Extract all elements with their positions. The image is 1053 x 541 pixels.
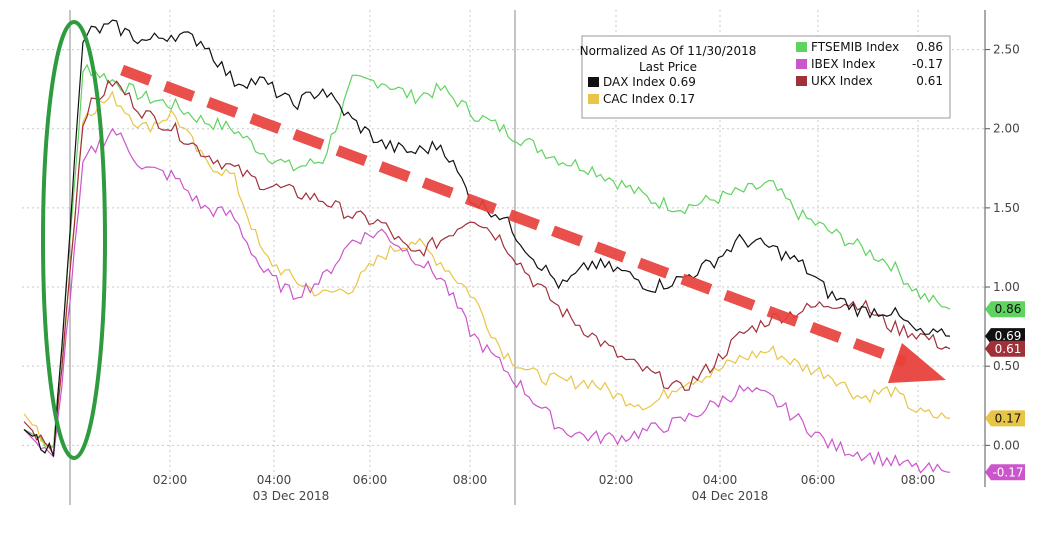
y-tick-label: 2.50 xyxy=(993,43,1020,57)
last-value-badge-ibex: -0.17 xyxy=(985,464,1025,481)
legend-title: Normalized As Of 11/30/2018 xyxy=(580,44,757,58)
last-value-badge-dax: 0.69 xyxy=(985,328,1025,345)
legend-swatch xyxy=(588,77,599,87)
svg-text:0.61: 0.61 xyxy=(995,342,1022,356)
gridlines xyxy=(22,10,985,505)
legend-value: -0.17 xyxy=(912,57,943,71)
legend-swatch xyxy=(796,76,807,86)
series-line-cac xyxy=(23,90,951,449)
svg-text:0.86: 0.86 xyxy=(995,302,1022,316)
y-tick-label: 0.00 xyxy=(993,438,1020,452)
x-date-label: 03 Dec 2018 xyxy=(253,489,330,503)
highlight-ellipse xyxy=(41,20,107,460)
legend-item-ibex: IBEX Index -0.17 xyxy=(796,57,943,71)
legend-value: 0.86 xyxy=(916,40,943,54)
legend-swatch xyxy=(588,94,599,104)
svg-text:0.69: 0.69 xyxy=(995,329,1022,343)
last-value-badge-ukx: 0.61 xyxy=(985,340,1025,357)
legend-item-ftsemib: FTSEMIB Index 0.86 xyxy=(796,40,943,54)
last-value-badge-ftsemib: 0.86 xyxy=(985,301,1025,318)
legend: Normalized As Of 11/30/2018 Last Price D… xyxy=(580,35,951,119)
trend-arrow-shaft xyxy=(120,64,907,368)
series-line-ibex xyxy=(23,127,951,474)
svg-text:-0.17: -0.17 xyxy=(992,465,1023,479)
legend-label: FTSEMIB Index xyxy=(811,40,899,54)
x-tick-label: 08:00 xyxy=(453,473,488,487)
legend-subtitle: Last Price xyxy=(639,60,697,74)
series-line-ftsemib xyxy=(23,63,951,448)
x-tick-label: 06:00 xyxy=(801,473,836,487)
last-value-badges: 0.69 0.17 0.86 -0.17 0.61 xyxy=(985,301,1025,481)
x-tick-label: 02:00 xyxy=(599,473,634,487)
legend-label: IBEX Index xyxy=(811,57,875,71)
x-axis: 02:00 04:00 06:00 08:00 02:00 04:00 06:00 08:00… xyxy=(153,473,936,503)
legend-label: CAC Index 0.17 xyxy=(603,92,695,106)
trend-arrow-head xyxy=(888,343,946,383)
x-tick-label: 04:00 xyxy=(703,473,738,487)
last-value-badge-cac: 0.17 xyxy=(985,410,1025,427)
svg-text:0.17: 0.17 xyxy=(995,411,1022,425)
legend-item-ukx: UKX Index 0.61 xyxy=(796,74,943,88)
x-tick-label: 08:00 xyxy=(901,473,936,487)
annotations xyxy=(41,20,946,460)
legend-item-cac: CAC Index 0.17 xyxy=(588,92,695,106)
y-tick-label: 1.50 xyxy=(993,201,1020,215)
legend-swatch xyxy=(796,42,807,52)
legend-value: 0.61 xyxy=(916,74,943,88)
legend-label: DAX Index 0.69 xyxy=(603,75,696,89)
x-tick-label: 06:00 xyxy=(353,473,388,487)
x-tick-label: 04:00 xyxy=(257,473,292,487)
y-tick-label: 2.00 xyxy=(993,122,1020,136)
legend-item-dax: DAX Index 0.69 xyxy=(588,75,696,89)
x-tick-label: 02:00 xyxy=(153,473,188,487)
legend-box xyxy=(581,35,951,119)
legend-label: UKX Index xyxy=(811,74,873,88)
y-axis: 0.00 0.50 1.00 1.50 2.00 2.50 xyxy=(984,10,1020,487)
series-line-ukx xyxy=(23,79,951,458)
legend-swatch xyxy=(796,59,807,69)
x-date-label: 04 Dec 2018 xyxy=(692,489,769,503)
y-tick-label: 1.00 xyxy=(993,280,1020,294)
y-tick-label: 0.50 xyxy=(993,359,1020,373)
